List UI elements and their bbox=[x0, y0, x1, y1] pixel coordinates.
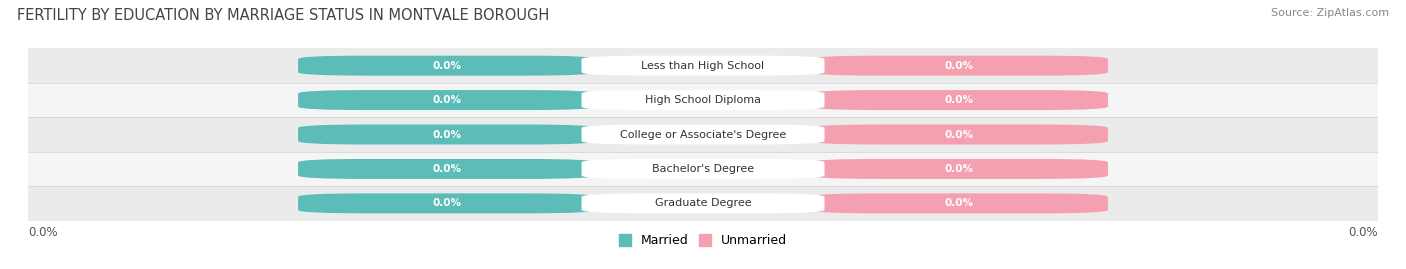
Text: 0.0%: 0.0% bbox=[432, 61, 461, 71]
FancyBboxPatch shape bbox=[582, 193, 824, 213]
Text: Graduate Degree: Graduate Degree bbox=[655, 198, 751, 208]
Text: 0.0%: 0.0% bbox=[945, 95, 974, 105]
Text: 0.0%: 0.0% bbox=[945, 129, 974, 140]
Text: Bachelor's Degree: Bachelor's Degree bbox=[652, 164, 754, 174]
Text: 0.0%: 0.0% bbox=[28, 226, 58, 239]
Bar bbox=[28, 83, 1378, 117]
Text: 0.0%: 0.0% bbox=[432, 95, 461, 105]
Text: 0.0%: 0.0% bbox=[945, 61, 974, 71]
FancyBboxPatch shape bbox=[811, 125, 1108, 144]
Text: Source: ZipAtlas.com: Source: ZipAtlas.com bbox=[1271, 8, 1389, 18]
Bar bbox=[28, 117, 1378, 152]
FancyBboxPatch shape bbox=[582, 125, 824, 144]
Text: 0.0%: 0.0% bbox=[432, 129, 461, 140]
Legend: Married, Unmarried: Married, Unmarried bbox=[613, 229, 793, 252]
FancyBboxPatch shape bbox=[582, 56, 824, 76]
FancyBboxPatch shape bbox=[811, 90, 1108, 110]
FancyBboxPatch shape bbox=[811, 159, 1108, 179]
FancyBboxPatch shape bbox=[298, 125, 595, 144]
Bar bbox=[28, 48, 1378, 83]
FancyBboxPatch shape bbox=[298, 159, 595, 179]
Bar bbox=[28, 152, 1378, 186]
Text: 0.0%: 0.0% bbox=[432, 198, 461, 208]
Text: 0.0%: 0.0% bbox=[945, 198, 974, 208]
FancyBboxPatch shape bbox=[811, 56, 1108, 76]
Bar bbox=[28, 186, 1378, 221]
FancyBboxPatch shape bbox=[582, 159, 824, 179]
Text: 0.0%: 0.0% bbox=[945, 164, 974, 174]
Text: FERTILITY BY EDUCATION BY MARRIAGE STATUS IN MONTVALE BOROUGH: FERTILITY BY EDUCATION BY MARRIAGE STATU… bbox=[17, 8, 550, 23]
FancyBboxPatch shape bbox=[582, 90, 824, 110]
FancyBboxPatch shape bbox=[298, 90, 595, 110]
FancyBboxPatch shape bbox=[298, 56, 595, 76]
FancyBboxPatch shape bbox=[298, 193, 595, 213]
Text: College or Associate's Degree: College or Associate's Degree bbox=[620, 129, 786, 140]
Text: 0.0%: 0.0% bbox=[432, 164, 461, 174]
Text: High School Diploma: High School Diploma bbox=[645, 95, 761, 105]
Text: Less than High School: Less than High School bbox=[641, 61, 765, 71]
FancyBboxPatch shape bbox=[811, 193, 1108, 213]
Text: 0.0%: 0.0% bbox=[1348, 226, 1378, 239]
